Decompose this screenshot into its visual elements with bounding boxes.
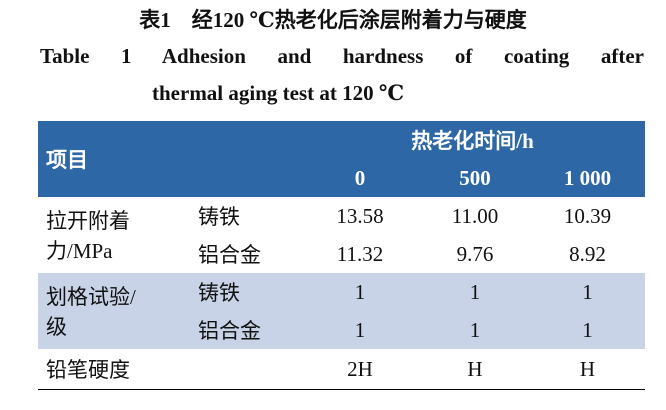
cell: [190, 349, 300, 390]
group-label: 级: [46, 315, 67, 339]
cell: 1: [354, 279, 366, 304]
cell: 1: [469, 317, 481, 342]
header-cell: 项目: [46, 148, 88, 172]
group-cell: 铅笔硬度: [38, 349, 190, 390]
cell: H: [530, 349, 646, 390]
cell: 铸铁: [198, 281, 240, 305]
caption-cn: 表1 经120 ℃热老化后涂层附着力与硬度: [139, 8, 527, 32]
header-cell: 热老化时间/h: [411, 129, 534, 153]
group-label: 力/MPa: [46, 239, 113, 263]
cell: 2H: [300, 349, 420, 390]
cell: 1: [469, 279, 481, 304]
table-row: 铅笔硬度 2H H H: [38, 349, 646, 390]
table-row: 拉开附着力/MPa 铸铁 13.58 11.00 10.39: [38, 197, 645, 264]
header-cell: 1 000: [563, 165, 612, 190]
cell: 9.76: [456, 241, 494, 266]
cell: 11.32: [336, 241, 384, 266]
cell: 1: [582, 317, 593, 342]
header-cell: 0: [354, 165, 366, 190]
group-cell: 划格试验/级: [38, 273, 190, 349]
table-row: 划格试验/级 铸铁 1 1 1: [38, 273, 646, 339]
cell: 1: [582, 279, 593, 304]
group-label: 划格试验/: [46, 285, 136, 309]
group-label: 铅笔硬度: [46, 358, 130, 382]
cell: 铝合金: [198, 319, 261, 343]
cell: 铝合金: [198, 243, 261, 267]
cell: 11.00: [451, 203, 499, 228]
cell: 铸铁: [198, 205, 240, 229]
table-body: 项目 热老化时间/h 0 500 1 000 拉开附着力/MPa 铸铁 13.58 11.…: [38, 121, 646, 390]
cell: 1: [354, 317, 366, 342]
cell: 10.39: [563, 203, 612, 228]
group-label: 拉开附着: [46, 209, 130, 233]
group-cell: 拉开附着力/MPa: [38, 197, 190, 273]
caption-en: Table 1 Adhesion and hardness of coating…: [40, 44, 644, 68]
table-row: 铝合金 11.32 9.76 8.92: [38, 235, 645, 273]
cell: 13.58: [336, 203, 384, 228]
cell: 8.92: [569, 241, 606, 266]
header-cell: 500: [459, 165, 491, 190]
cell: H: [420, 349, 530, 390]
header-row: 项目 热老化时间/h: [38, 121, 646, 172]
caption-en: thermal aging test at 120 ℃: [152, 81, 405, 105]
data-table: 项目 热老化时间/h 0 500 1 000 拉开附着力/MPa 铸铁 13.58 11.…: [38, 121, 646, 390]
